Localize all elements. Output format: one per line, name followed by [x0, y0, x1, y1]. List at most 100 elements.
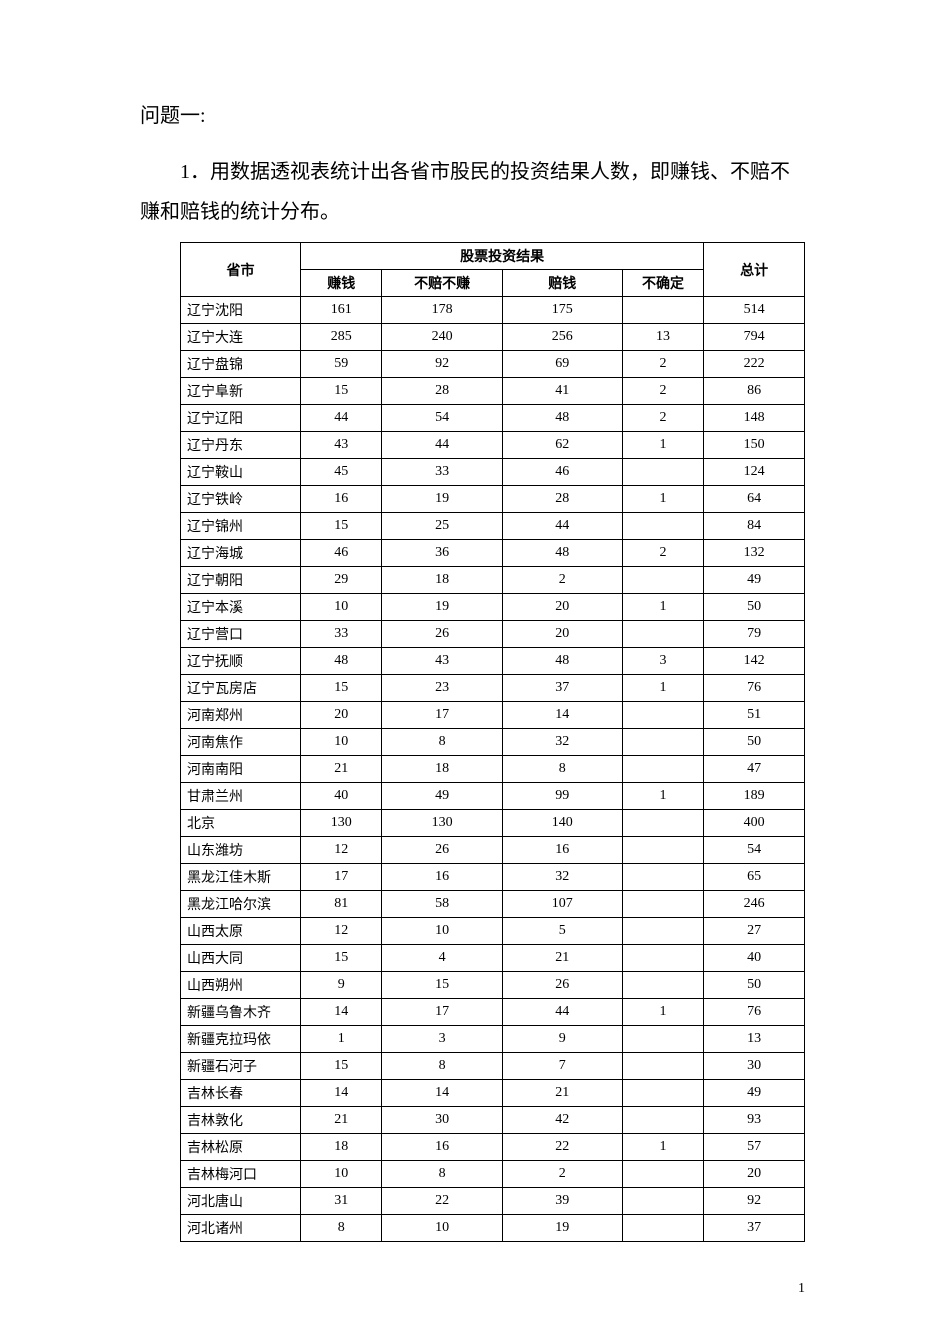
cell-province: 河北唐山 — [181, 1188, 301, 1215]
cell-province: 辽宁沈阳 — [181, 297, 301, 324]
table-row: 辽宁阜新152841286 — [181, 378, 805, 405]
cell-total: 124 — [704, 459, 805, 486]
section-heading: 问题一: — [140, 100, 805, 132]
cell-value: 3 — [382, 1026, 502, 1053]
cell-value — [622, 729, 703, 756]
table-container: 省市 股票投资结果 总计 赚钱 不赔不赚 赔钱 不确定 辽宁沈阳16117817… — [140, 242, 805, 1242]
cell-value: 2 — [622, 540, 703, 567]
table-row: 辽宁盘锦5992692222 — [181, 351, 805, 378]
th-sub-2: 赔钱 — [502, 270, 622, 297]
cell-value: 22 — [502, 1134, 622, 1161]
cell-value: 8 — [301, 1215, 382, 1242]
cell-value: 36 — [382, 540, 502, 567]
cell-total: 51 — [704, 702, 805, 729]
cell-value: 14 — [382, 1080, 502, 1107]
cell-value: 2 — [622, 351, 703, 378]
cell-total: 150 — [704, 432, 805, 459]
cell-value: 44 — [382, 432, 502, 459]
table-row: 辽宁辽阳4454482148 — [181, 405, 805, 432]
cell-total: 246 — [704, 891, 805, 918]
table-row: 辽宁丹东4344621150 — [181, 432, 805, 459]
cell-value — [622, 702, 703, 729]
cell-value: 2 — [622, 405, 703, 432]
cell-total: 13 — [704, 1026, 805, 1053]
table-row: 辽宁朝阳2918249 — [181, 567, 805, 594]
cell-value: 44 — [301, 405, 382, 432]
table-row: 河南郑州20171451 — [181, 702, 805, 729]
cell-province: 甘肃兰州 — [181, 783, 301, 810]
cell-value: 69 — [502, 351, 622, 378]
table-row: 新疆乌鲁木齐141744176 — [181, 999, 805, 1026]
cell-value: 19 — [382, 486, 502, 513]
cell-value: 19 — [502, 1215, 622, 1242]
cell-value: 43 — [301, 432, 382, 459]
cell-total: 132 — [704, 540, 805, 567]
cell-value: 22 — [382, 1188, 502, 1215]
cell-value: 48 — [502, 648, 622, 675]
cell-value: 285 — [301, 324, 382, 351]
cell-total: 222 — [704, 351, 805, 378]
cell-province: 北京 — [181, 810, 301, 837]
table-row: 辽宁本溪101920150 — [181, 594, 805, 621]
cell-value: 130 — [301, 810, 382, 837]
cell-value: 15 — [301, 675, 382, 702]
cell-value: 99 — [502, 783, 622, 810]
cell-value: 12 — [301, 837, 382, 864]
cell-value: 1 — [622, 432, 703, 459]
cell-total: 57 — [704, 1134, 805, 1161]
cell-total: 20 — [704, 1161, 805, 1188]
cell-value: 4 — [382, 945, 502, 972]
cell-value: 20 — [301, 702, 382, 729]
cell-value: 16 — [382, 864, 502, 891]
cell-province: 河南南阳 — [181, 756, 301, 783]
cell-value: 5 — [502, 918, 622, 945]
cell-value: 7 — [502, 1053, 622, 1080]
cell-total: 50 — [704, 594, 805, 621]
cell-value — [622, 945, 703, 972]
cell-province: 辽宁锦州 — [181, 513, 301, 540]
cell-value — [622, 297, 703, 324]
cell-province: 辽宁丹东 — [181, 432, 301, 459]
table-row: 河北唐山31223992 — [181, 1188, 805, 1215]
cell-province: 辽宁营口 — [181, 621, 301, 648]
cell-value: 9 — [301, 972, 382, 999]
cell-value: 130 — [382, 810, 502, 837]
cell-province: 吉林松原 — [181, 1134, 301, 1161]
table-row: 河北诸州8101937 — [181, 1215, 805, 1242]
cell-total: 92 — [704, 1188, 805, 1215]
cell-province: 辽宁盘锦 — [181, 351, 301, 378]
cell-value: 178 — [382, 297, 502, 324]
cell-value: 19 — [382, 594, 502, 621]
cell-province: 辽宁辽阳 — [181, 405, 301, 432]
cell-value — [622, 459, 703, 486]
table-row: 辽宁鞍山453346124 — [181, 459, 805, 486]
cell-value: 1 — [622, 783, 703, 810]
cell-value: 1 — [622, 999, 703, 1026]
table-row: 辽宁铁岭161928164 — [181, 486, 805, 513]
cell-province: 黑龙江哈尔滨 — [181, 891, 301, 918]
cell-value — [622, 756, 703, 783]
cell-value: 48 — [301, 648, 382, 675]
cell-value: 26 — [382, 837, 502, 864]
cell-value: 48 — [502, 405, 622, 432]
cell-value: 25 — [382, 513, 502, 540]
th-sub-3: 不确定 — [622, 270, 703, 297]
cell-value: 20 — [502, 594, 622, 621]
table-row: 北京130130140400 — [181, 810, 805, 837]
cell-value: 16 — [502, 837, 622, 864]
cell-total: 50 — [704, 972, 805, 999]
cell-value: 18 — [382, 567, 502, 594]
cell-value: 49 — [382, 783, 502, 810]
cell-value — [622, 1161, 703, 1188]
cell-value: 31 — [301, 1188, 382, 1215]
cell-value: 33 — [382, 459, 502, 486]
cell-total: 142 — [704, 648, 805, 675]
cell-value: 48 — [502, 540, 622, 567]
cell-value: 23 — [382, 675, 502, 702]
table-row: 河南南阳2118847 — [181, 756, 805, 783]
cell-value: 13 — [622, 324, 703, 351]
cell-province: 河南焦作 — [181, 729, 301, 756]
cell-total: 400 — [704, 810, 805, 837]
cell-total: 84 — [704, 513, 805, 540]
cell-value: 21 — [502, 945, 622, 972]
